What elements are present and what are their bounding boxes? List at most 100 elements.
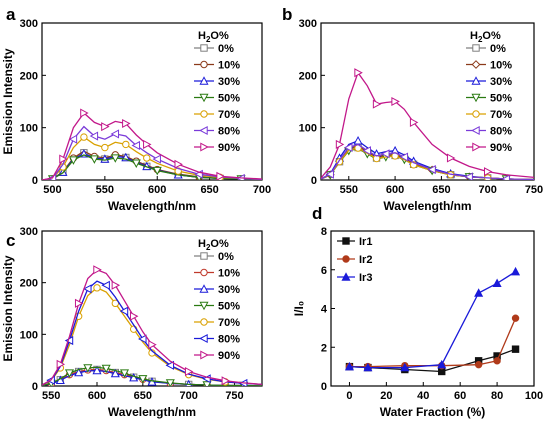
series-a-50pct-point — [68, 156, 78, 165]
series-c-50pct-point — [138, 375, 148, 384]
legend-d: Ir1 Ir2 Ir3 — [337, 236, 372, 284]
y-tick-label: 0 — [321, 381, 327, 393]
x-tick-label: 700 — [479, 184, 497, 196]
plot-frame — [41, 230, 263, 387]
series-a-90pct-point — [59, 154, 68, 164]
legend-swatch-marker — [200, 142, 209, 152]
y-tick-label: 8 — [321, 226, 327, 238]
series-c-50pct-point — [119, 369, 130, 378]
legend-entry: 70% — [218, 109, 240, 121]
series-a-90pct-point — [80, 108, 89, 118]
series-a-80pct-point — [89, 131, 99, 141]
legend-swatch-marker — [200, 318, 208, 326]
legend-swatch-marker — [471, 76, 481, 85]
y-tick-label: 200 — [20, 278, 38, 290]
y-tick-label: 100 — [299, 123, 317, 135]
x-tick-label: 750 — [225, 390, 243, 402]
legend-swatch-marker — [200, 350, 209, 360]
series-c-50pct-point — [165, 379, 175, 386]
legend-entry: 50% — [490, 93, 512, 105]
series-c-80pct-point — [83, 284, 92, 294]
legend-entry: Ir3 — [359, 272, 372, 284]
series-group — [321, 68, 534, 180]
series-c-80pct-point — [138, 334, 147, 344]
series-d-Ir2-line — [349, 317, 517, 368]
panel-b: b 550 600 650 700 750 0 100 200 300 Wavelength/nm H… — [282, 5, 543, 213]
series-d-Ir3-point — [511, 266, 521, 276]
x-tick-label: 750 — [525, 184, 543, 196]
series-b-80pct-point — [501, 174, 510, 180]
series-d-Ir1-point — [511, 345, 520, 353]
legend-entry: Ir1 — [359, 236, 372, 248]
x-tick-label: 20 — [380, 390, 392, 402]
x-tick-label: 600 — [386, 184, 404, 196]
series-a-90pct-point — [143, 139, 152, 149]
series-c-50pct-point — [64, 369, 75, 378]
y-tick-label: 300 — [20, 226, 38, 238]
legend-swatch-marker — [200, 44, 208, 52]
series-c-90pct-point — [184, 366, 194, 377]
legend-swatch-marker — [471, 60, 481, 69]
legend-entry: 10% — [218, 60, 240, 72]
legend-swatch-marker — [342, 255, 350, 263]
legend-c: H2O%0% 10% 30% 50% 70% 80% 90% — [194, 238, 240, 362]
series-a-80pct-point — [152, 154, 161, 164]
legend-entry: 80% — [490, 126, 512, 138]
x-tick-label: 650 — [200, 184, 218, 196]
series-c-30pct-point — [92, 365, 102, 375]
y-tick-label: 300 — [299, 18, 317, 30]
legend-title: H2O% — [198, 238, 229, 252]
series-c-90pct-point — [129, 311, 139, 321]
series-a-80pct-line — [42, 125, 262, 180]
x-tick-label: 60 — [454, 390, 466, 402]
series-a-70pct-point — [122, 140, 130, 149]
legend-entry: 90% — [490, 142, 512, 154]
series-b-80pct-point — [362, 146, 372, 156]
series-b-80pct-point — [344, 143, 353, 153]
series-d-Ir3-point — [400, 362, 410, 372]
series-b-90pct-point — [372, 99, 382, 109]
series-c-70pct-point — [93, 284, 101, 292]
x-tick-label: 700 — [179, 390, 197, 402]
y-tick-label: 200 — [299, 70, 317, 82]
x-tick-label: 550 — [42, 390, 60, 402]
series-c-50pct-point — [83, 364, 93, 373]
legend-swatch-marker — [200, 252, 208, 260]
series-b-80pct-point — [399, 152, 409, 162]
legend-swatch-marker — [342, 237, 350, 245]
legend-entry: 10% — [218, 268, 240, 280]
x-tick-label: 650 — [432, 184, 450, 196]
series-c-30pct-point — [74, 367, 84, 377]
legend-swatch-marker — [200, 60, 208, 69]
legend-swatch-marker — [199, 284, 209, 293]
legend-entry: 90% — [218, 142, 240, 154]
series-c-70pct-point — [111, 299, 120, 308]
y-tick-label: 2 — [321, 342, 327, 354]
series-c-90pct-point — [148, 340, 157, 350]
panel-c: c 550 600 650 700 750 0 100 200 300 Wavelength/nm E… — [1, 226, 263, 419]
legend-entry: 50% — [218, 301, 240, 313]
panel-letter: b — [282, 5, 292, 24]
series-a-50pct-line — [42, 154, 262, 180]
series-b-80pct-point — [427, 164, 436, 175]
y-tick-label: 0 — [311, 175, 317, 187]
series-d-Ir3-line — [349, 271, 516, 369]
legend-swatch-marker — [199, 76, 209, 85]
legend-entry: 70% — [218, 317, 240, 329]
legend-swatch-marker — [472, 110, 480, 118]
series-d-Ir3-point — [437, 359, 447, 369]
y-tick-label: 4 — [321, 304, 328, 316]
x-tick-label: 80 — [491, 390, 503, 402]
legend-title: H2O% — [470, 30, 501, 44]
series-a-70pct-point — [101, 143, 109, 152]
legend-entry: 70% — [490, 109, 512, 121]
series-d-Ir2-point — [474, 360, 483, 369]
series-b-80pct-point — [464, 172, 473, 180]
series-a-80pct-point — [110, 129, 120, 139]
y-tick-label: 6 — [321, 265, 327, 277]
series-c-50pct-point — [202, 381, 212, 386]
panel-a: a 500 550 600 650 700 0 100 200 300 Wavelength/nm E… — [1, 5, 271, 213]
legend-entry: 90% — [218, 350, 240, 362]
series-a-70pct-point — [80, 133, 88, 141]
